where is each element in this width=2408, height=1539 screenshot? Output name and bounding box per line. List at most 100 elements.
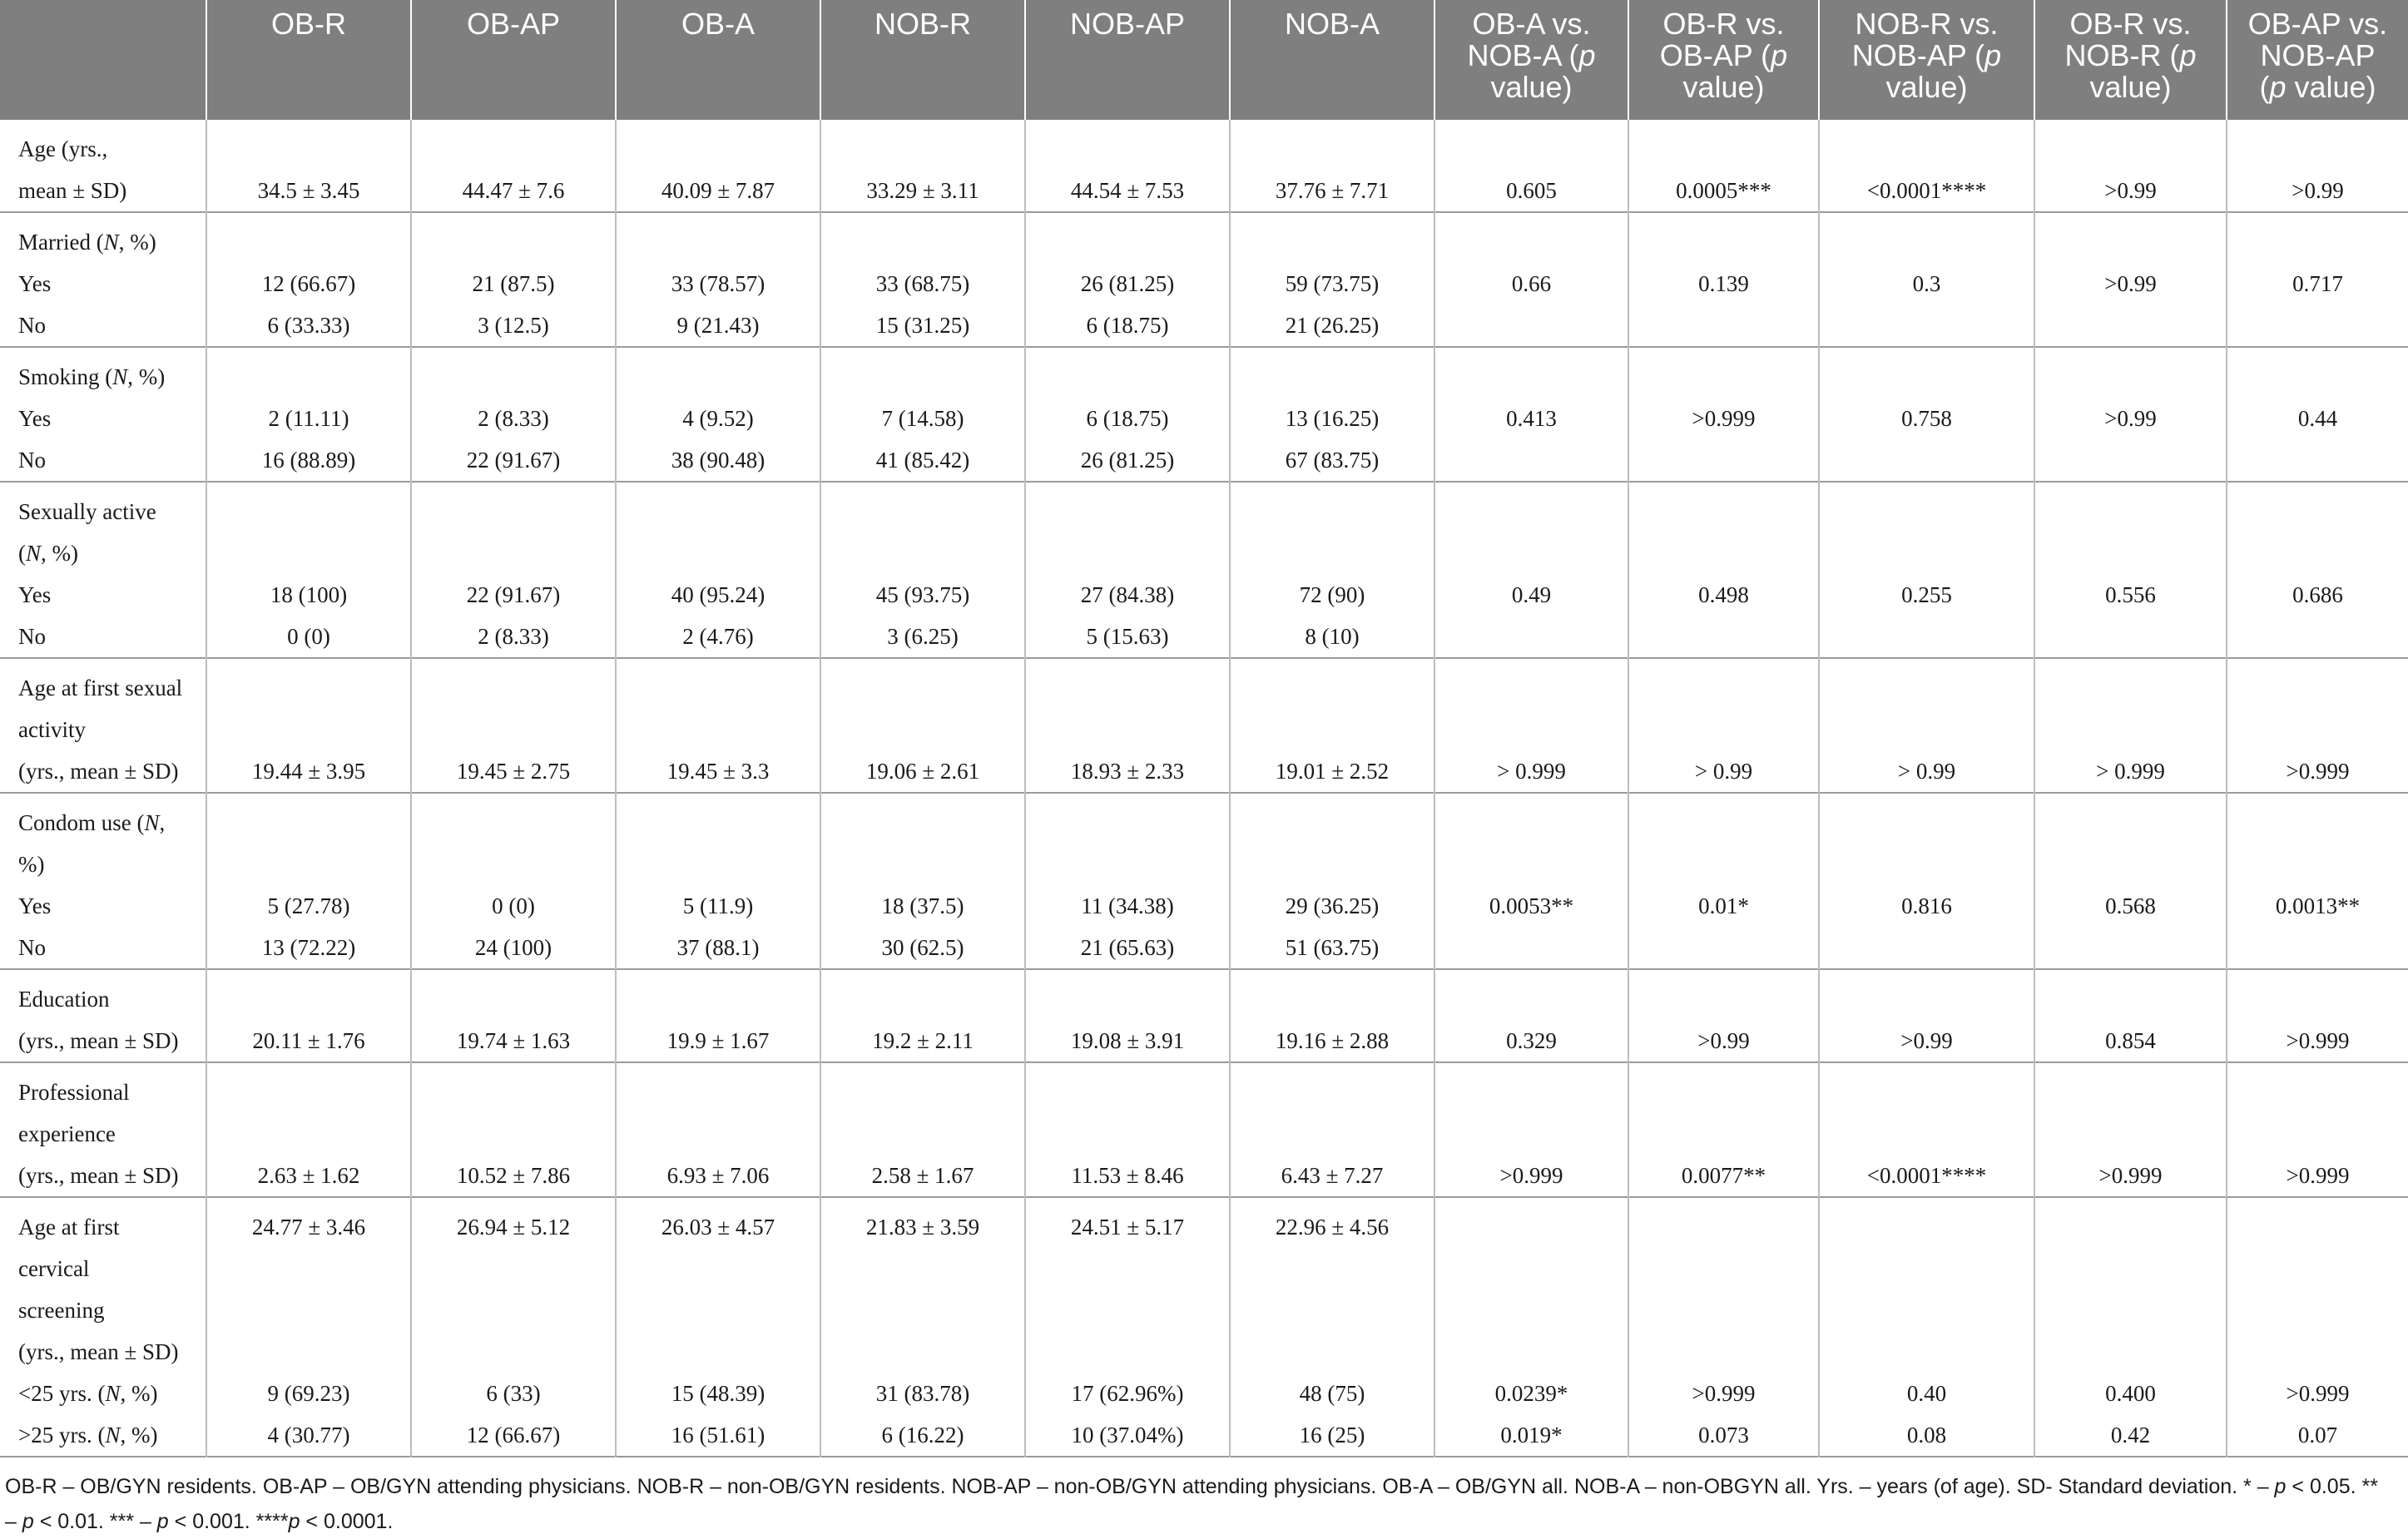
cell-value xyxy=(1231,1289,1434,1331)
p-value-cell: <0.0001**** xyxy=(1819,120,2035,212)
cell-value xyxy=(2035,1071,2226,1113)
cell-value xyxy=(1231,844,1434,885)
cell-value: 6 (18.75) xyxy=(1086,313,1169,338)
cell-value: 67 (83.75) xyxy=(1285,448,1380,473)
cell-value: 10 (37.04%) xyxy=(1071,1423,1184,1447)
cell-value xyxy=(207,221,410,263)
cell-value: >0.999 xyxy=(2286,1028,2350,1053)
group-value-cell: 45 (93.75) 3 (6.25) xyxy=(820,482,1026,658)
cell-value: 5 (15.63) xyxy=(1086,624,1169,649)
cell-value: 40 (95.24) xyxy=(671,582,766,607)
cell-value xyxy=(1820,128,2034,170)
cell-value: 0.816 xyxy=(1901,893,1952,918)
group-value-cell: 5 (11.9) 37 (88.1) xyxy=(616,793,821,969)
group-value-cell: 12 (66.67) 6 (33.33) xyxy=(206,212,412,347)
p-value-cell: >0.99 xyxy=(2034,347,2227,482)
cell-value xyxy=(1435,128,1628,170)
cell-value xyxy=(1026,1331,1229,1373)
group-value-cell: 59 (73.75) 21 (26.25) xyxy=(1230,212,1435,347)
cell-value: 45 (93.75) xyxy=(875,582,970,607)
cell-value xyxy=(617,978,820,1020)
cell-value: 2.63 ± 1.62 xyxy=(257,1163,360,1188)
p-value-cell: > 0.99 xyxy=(1628,658,1820,793)
p-value-cell: >0.99 xyxy=(2034,212,2227,347)
cell-value xyxy=(1435,1071,1628,1113)
table-body: Age (yrs., mean ± SD) 34.5 ± 3.45 44.47 ± 7… xyxy=(0,120,2408,1457)
cell-value xyxy=(207,1331,410,1373)
cell-value: 33 (68.75) xyxy=(875,271,970,296)
cell-value: <0.0001**** xyxy=(1866,178,1987,203)
cell-value xyxy=(1231,221,1434,263)
row-label-line: No xyxy=(18,624,46,649)
cell-value xyxy=(617,221,820,263)
p-value-cell: <0.0001**** xyxy=(1819,1062,2035,1197)
group-value-cell: 19.01 ± 2.52 xyxy=(1230,658,1435,793)
p-value-cell: 0.0077** xyxy=(1628,1062,1820,1197)
cell-value xyxy=(2035,709,2226,750)
cell-value xyxy=(2227,927,2408,968)
cell-value: 2 (8.33) xyxy=(478,624,549,649)
cell-value xyxy=(1435,927,1628,968)
cell-value: 19.01 ± 2.52 xyxy=(1275,759,1390,784)
cell-value: 18 (100) xyxy=(270,582,348,607)
cell-value xyxy=(207,532,410,574)
p-value-cell: 0.66 xyxy=(1434,212,1629,347)
group-value-cell: 19.44 ± 3.95 xyxy=(206,658,412,793)
header-cell: NOB-R vs. NOB-AP (p value) xyxy=(1819,0,2035,120)
table-header: OB-R OB-AP OB-A NOB-R NOB-AP NOB-A OB-A vs. NOB… xyxy=(0,0,2408,120)
p-value-cell: 0.329 xyxy=(1434,969,1629,1062)
cell-value xyxy=(617,1113,820,1155)
p-value-cell: 0.3 xyxy=(1819,212,2035,347)
p-value-cell: >0.999 xyxy=(1434,1062,1629,1197)
p-value-cell: >0.999 0.07 xyxy=(2227,1197,2408,1457)
group-value-cell: 22.96 ± 4.56 48 (75) 16 (25) xyxy=(1230,1197,1435,1457)
cell-value xyxy=(1231,1113,1434,1155)
cell-value: 12 (66.67) xyxy=(466,1423,561,1447)
cell-value xyxy=(617,128,820,170)
group-value-cell: 11.53 ± 8.46 xyxy=(1025,1062,1231,1197)
cell-value: 2.58 ± 1.67 xyxy=(871,1163,974,1188)
cell-value: 33 (78.57) xyxy=(671,271,766,296)
cell-value: 18 (37.5) xyxy=(881,893,964,918)
cell-value xyxy=(1820,1248,2034,1289)
row-label-line: Age (yrs., xyxy=(18,136,108,161)
cell-value: 0.0077** xyxy=(1681,1163,1766,1188)
cell-value xyxy=(1435,709,1628,750)
cell-value xyxy=(617,844,820,885)
cell-value xyxy=(207,1289,410,1331)
row-label-line: Yes xyxy=(18,406,52,431)
cell-value: 51 (63.75) xyxy=(1285,935,1380,960)
cell-value xyxy=(821,221,1024,263)
row-label-line: (yrs., mean ± SD) xyxy=(18,1339,179,1364)
cell-value xyxy=(1435,1289,1628,1331)
cell-value: 11.53 ± 8.46 xyxy=(1071,1163,1184,1188)
cell-value xyxy=(412,1289,615,1331)
group-value-cell: 7 (14.58) 41 (85.42) xyxy=(820,347,1026,482)
p-value-cell: 0.255 xyxy=(1819,482,2035,658)
cell-value: 6 (16.22) xyxy=(881,1423,964,1447)
cell-value xyxy=(412,1071,615,1113)
cell-value xyxy=(1435,1331,1628,1373)
cell-value xyxy=(2227,128,2408,170)
cell-value: 6 (18.75) xyxy=(1086,406,1169,431)
p-value-cell: 0.0013** xyxy=(2227,793,2408,969)
group-value-cell: 18.93 ± 2.33 xyxy=(1025,658,1231,793)
group-value-cell: 6 (18.75) 26 (81.25) xyxy=(1025,347,1231,482)
group-value-cell: 19.45 ± 2.75 xyxy=(411,658,617,793)
cell-value: 9 (21.43) xyxy=(676,313,760,338)
cell-value: 0.07 xyxy=(2297,1423,2338,1447)
cell-value xyxy=(1629,1331,1818,1373)
row-label-line: Age at first xyxy=(18,1215,120,1240)
cell-value xyxy=(1026,128,1229,170)
cell-value xyxy=(1820,439,2034,481)
cell-value xyxy=(207,709,410,750)
header-cell: OB-R xyxy=(206,0,412,120)
cell-value xyxy=(1435,491,1628,532)
row-label-line: Professional xyxy=(18,1080,130,1105)
group-value-cell: 27 (84.38) 5 (15.63) xyxy=(1025,482,1231,658)
cell-value: 4 (30.77) xyxy=(267,1423,350,1447)
group-value-cell: 11 (34.38) 21 (65.63) xyxy=(1025,793,1231,969)
cell-value xyxy=(1629,978,1818,1020)
p-value-cell: 0.44 xyxy=(2227,347,2408,482)
cell-value xyxy=(1026,1071,1229,1113)
